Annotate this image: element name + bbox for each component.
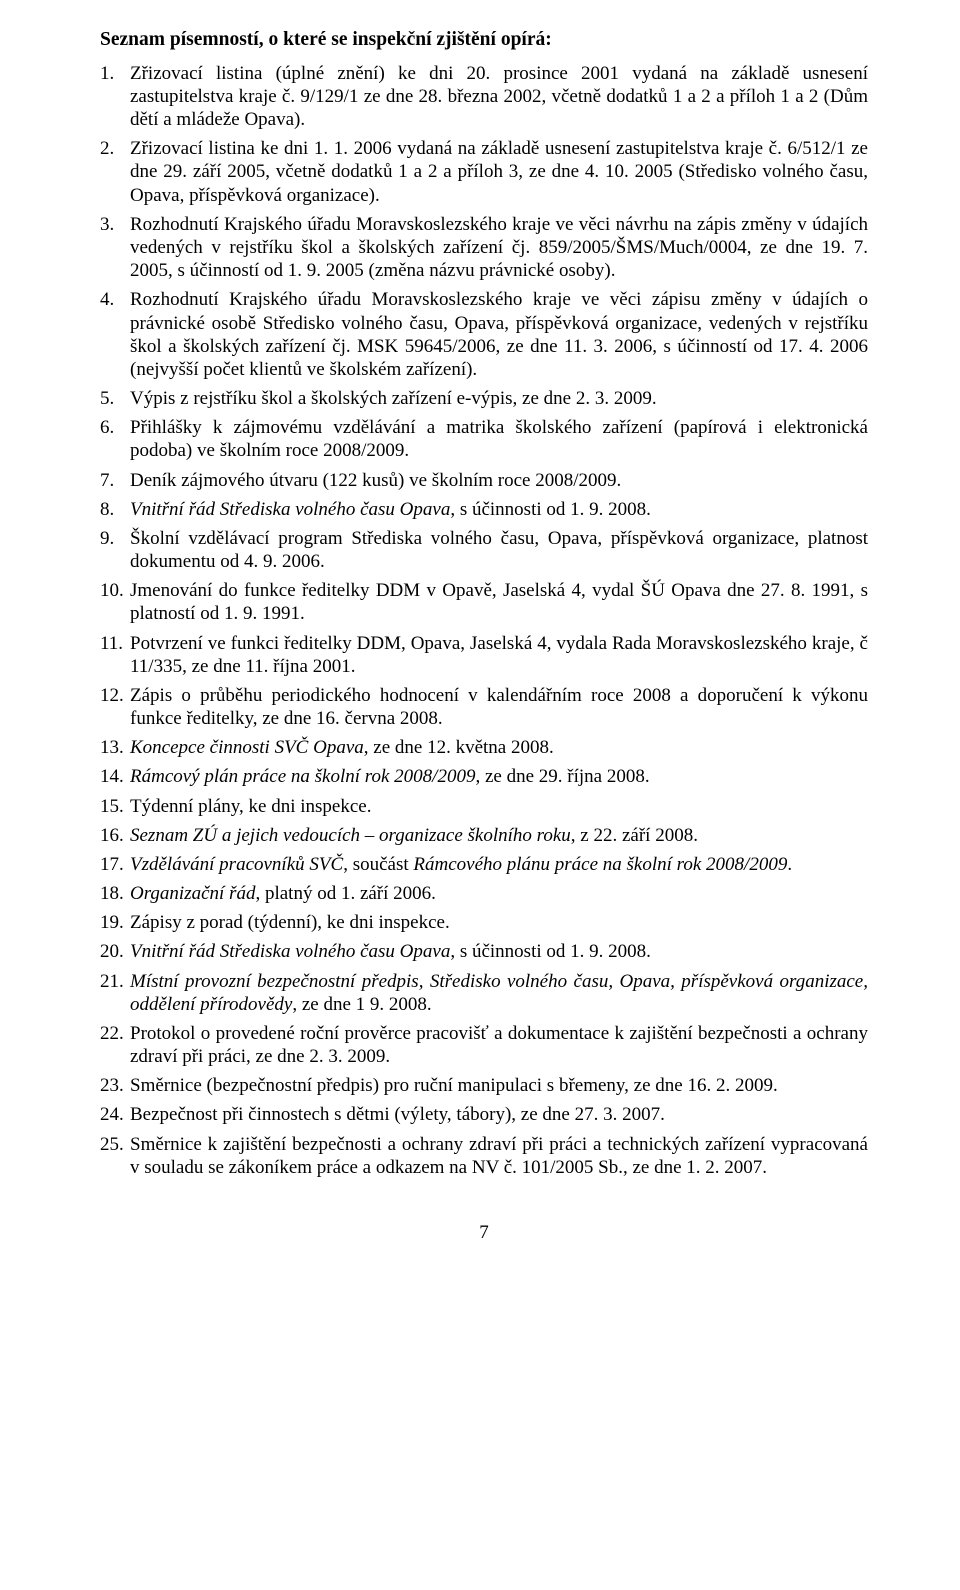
list-item: 6.Přihlášky k zájmovému vzdělávání a mat… (100, 416, 868, 462)
item-text: Organizační řád, platný od 1. září 2006. (130, 883, 436, 904)
list-item: 4.Rozhodnutí Krajského úřadu Moravskosle… (100, 288, 868, 381)
item-text: Zřizovací listina (úplné znění) ke dni 2… (130, 63, 868, 130)
item-number: 22. (100, 1022, 128, 1045)
item-text: Směrnice (bezpečnostní předpis) pro ručn… (130, 1075, 778, 1096)
item-number: 10. (100, 579, 128, 602)
list-item: 16.Seznam ZÚ a jejich vedoucích – organi… (100, 824, 868, 847)
item-number: 18. (100, 882, 128, 905)
list-item: 8.Vnitřní řád Střediska volného času Opa… (100, 498, 868, 521)
list-item: 11.Potvrzení ve funkci ředitelky DDM, Op… (100, 632, 868, 678)
list-item: 15.Týdenní plány, ke dni inspekce. (100, 795, 868, 818)
section-heading: Seznam písemností, o které se inspekční … (100, 28, 868, 52)
item-text: Výpis z rejstříku škol a školských zaříz… (130, 388, 657, 409)
item-text: Zápis o průběhu periodického hodnocení v… (130, 685, 868, 729)
list-item: 2.Zřizovací listina ke dni 1. 1. 2006 vy… (100, 137, 868, 207)
item-text: Koncepce činnosti SVČ Opava, ze dne 12. … (130, 737, 554, 758)
list-item: 9.Školní vzdělávací program Střediska vo… (100, 527, 868, 573)
item-text: Místní provozní bezpečnostní předpis, St… (130, 971, 868, 1015)
list-item: 20.Vnitřní řád Střediska volného času Op… (100, 940, 868, 963)
item-text: Seznam ZÚ a jejich vedoucích – organizac… (130, 825, 698, 846)
list-item: 12.Zápis o průběhu periodického hodnocen… (100, 684, 868, 730)
list-item: 5.Výpis z rejstříku škol a školských zař… (100, 387, 868, 410)
item-number: 3. (100, 213, 128, 236)
list-item: 3.Rozhodnutí Krajského úřadu Moravskosle… (100, 213, 868, 283)
item-text: Protokol o provedené roční prověrce prac… (130, 1023, 868, 1067)
item-text: Přihlášky k zájmovému vzdělávání a matri… (130, 417, 868, 461)
item-number: 17. (100, 853, 128, 876)
list-item: 23.Směrnice (bezpečnostní předpis) pro r… (100, 1074, 868, 1097)
item-number: 25. (100, 1133, 128, 1156)
item-text: Zřizovací listina ke dni 1. 1. 2006 vyda… (130, 138, 868, 205)
item-text: Bezpečnost při činnostech s dětmi (výlet… (130, 1104, 665, 1125)
item-number: 1. (100, 62, 128, 85)
item-number: 7. (100, 469, 128, 492)
document-page: Seznam písemností, o které se inspekční … (0, 0, 960, 1590)
item-text: Vnitřní řád Střediska volného času Opava… (130, 941, 651, 962)
item-number: 13. (100, 736, 128, 759)
item-text: Rozhodnutí Krajského úřadu Moravskoslezs… (130, 289, 868, 380)
page-number: 7 (100, 1221, 868, 1244)
item-number: 21. (100, 970, 128, 993)
item-text: Zápisy z porad (týdenní), ke dni inspekc… (130, 912, 450, 933)
item-text: Potvrzení ve funkci ředitelky DDM, Opava… (130, 633, 868, 677)
item-number: 11. (100, 632, 128, 655)
item-number: 2. (100, 137, 128, 160)
item-text: Týdenní plány, ke dni inspekce. (130, 796, 371, 817)
item-number: 15. (100, 795, 128, 818)
item-text: Rozhodnutí Krajského úřadu Moravskoslezs… (130, 214, 868, 281)
list-item: 1.Zřizovací listina (úplné znění) ke dni… (100, 62, 868, 132)
list-item: 22.Protokol o provedené roční prověrce p… (100, 1022, 868, 1068)
item-number: 6. (100, 416, 128, 439)
item-number: 4. (100, 288, 128, 311)
list-item: 21.Místní provozní bezpečnostní předpis,… (100, 970, 868, 1016)
list-item: 14.Rámcový plán práce na školní rok 2008… (100, 765, 868, 788)
list-item: 10.Jmenování do funkce ředitelky DDM v O… (100, 579, 868, 625)
item-number: 20. (100, 940, 128, 963)
item-text: Směrnice k zajištění bezpečnosti a ochra… (130, 1134, 868, 1178)
document-list: 1.Zřizovací listina (úplné znění) ke dni… (100, 62, 868, 1179)
list-item: 24.Bezpečnost při činnostech s dětmi (vý… (100, 1103, 868, 1126)
item-number: 19. (100, 911, 128, 934)
item-text: Školní vzdělávací program Střediska voln… (130, 528, 868, 572)
item-number: 9. (100, 527, 128, 550)
list-item: 25.Směrnice k zajištění bezpečnosti a oc… (100, 1133, 868, 1179)
item-number: 24. (100, 1103, 128, 1126)
list-item: 18.Organizační řád, platný od 1. září 20… (100, 882, 868, 905)
list-item: 17.Vzdělávání pracovníků SVČ, součást Rá… (100, 853, 868, 876)
item-number: 23. (100, 1074, 128, 1097)
item-number: 16. (100, 824, 128, 847)
item-number: 8. (100, 498, 128, 521)
list-item: 13.Koncepce činnosti SVČ Opava, ze dne 1… (100, 736, 868, 759)
item-number: 14. (100, 765, 128, 788)
item-text: Rámcový plán práce na školní rok 2008/20… (130, 766, 650, 787)
list-item: 19.Zápisy z porad (týdenní), ke dni insp… (100, 911, 868, 934)
item-number: 5. (100, 387, 128, 410)
list-item: 7.Deník zájmového útvaru (122 kusů) ve š… (100, 469, 868, 492)
item-text: Vzdělávání pracovníků SVČ, součást Rámco… (130, 854, 792, 875)
item-text: Deník zájmového útvaru (122 kusů) ve ško… (130, 470, 621, 491)
item-text: Jmenování do funkce ředitelky DDM v Opav… (130, 580, 868, 624)
item-text: Vnitřní řád Střediska volného času Opava… (130, 499, 651, 520)
item-number: 12. (100, 684, 128, 707)
